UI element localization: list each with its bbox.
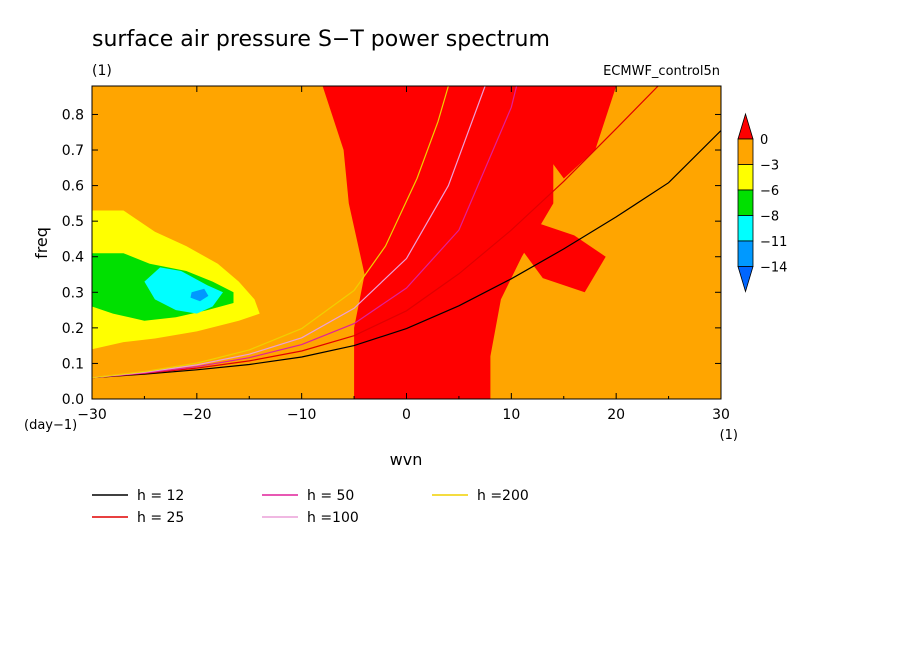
colorbar: 0 −3 −6 −8 −11 −14 (737, 112, 787, 293)
colorbar-box (737, 189, 754, 216)
dispersion-curve-3 (92, 86, 486, 379)
y-axis: 0.0 0.1 0.2 0.3 0.4 0.5 0.6 0.7 0.8 (62, 107, 721, 408)
colorbar-label: −3 (760, 159, 779, 174)
dispersion-curve-0 (92, 130, 721, 379)
dispersion-curve-2 (92, 86, 518, 379)
contour-region-2 (144, 267, 223, 314)
contour-region-4 (322, 86, 554, 399)
colorbar-arrow-bottom (737, 266, 754, 293)
colorbar-label: −6 (760, 184, 779, 199)
colorbar-box (737, 240, 754, 267)
legend-label: h =200 (477, 488, 529, 504)
dispersion-curve-1 (92, 86, 659, 379)
y-tick-label: 0.4 (62, 250, 84, 266)
x-tick-label: 30 (712, 407, 730, 423)
chart-subtitle-right: ECMWF_control5n (603, 64, 720, 79)
y-tick-label: 0.0 (62, 392, 84, 408)
y-tick-label: 0.6 (62, 179, 84, 195)
x-tick-label: −30 (77, 407, 107, 423)
legend: h = 12 h = 25 h = 50 h =100 h =200 (92, 488, 529, 526)
legend-label: h = 50 (307, 488, 354, 504)
colorbar-label: −14 (760, 261, 787, 276)
x-tick-label: 0 (402, 407, 411, 423)
colorbar-label: 0 (760, 133, 768, 148)
colorbar-box (737, 164, 754, 191)
colorbar-box (737, 138, 754, 165)
y-tick-label: 0.8 (62, 107, 84, 123)
contour-region-6 (521, 221, 606, 293)
x-axis: −30 −20 −10 0 10 20 30 (77, 86, 730, 423)
legend-label: h =100 (307, 510, 359, 526)
y-tick-label: 0.2 (62, 321, 84, 337)
contour-region-3 (190, 288, 209, 302)
chart-title: surface air pressure S−T power spectrum (92, 27, 550, 52)
y-tick-label: 0.3 (62, 285, 84, 301)
y-tick-label: 0.5 (62, 214, 84, 230)
contour-fill-layer (92, 86, 617, 399)
y-tick-label: 0.7 (62, 143, 84, 159)
colorbar-label: −8 (760, 210, 779, 225)
chart-subtitle-left: (1) (92, 63, 112, 79)
x-axis-title: wvn (390, 450, 423, 469)
x-tick-label: −10 (287, 407, 317, 423)
x-tick-label: 10 (502, 407, 520, 423)
y-tick-label: 0.1 (62, 356, 84, 372)
colorbar-label: −11 (760, 235, 787, 250)
x-tick-label: −20 (182, 407, 212, 423)
x-tick-label: 20 (607, 407, 625, 423)
y-axis-title: freq (32, 227, 51, 259)
x-axis-unit: (1) (720, 428, 738, 443)
contour-region-5 (532, 86, 617, 179)
colorbar-arrow-top (737, 112, 754, 140)
dispersion-curve-4 (92, 86, 449, 379)
colorbar-box (737, 215, 754, 242)
legend-label: h = 25 (137, 510, 184, 526)
dispersion-curve-layer (92, 86, 721, 379)
legend-label: h = 12 (137, 488, 184, 504)
y-axis-unit: (day−1) (24, 418, 77, 433)
